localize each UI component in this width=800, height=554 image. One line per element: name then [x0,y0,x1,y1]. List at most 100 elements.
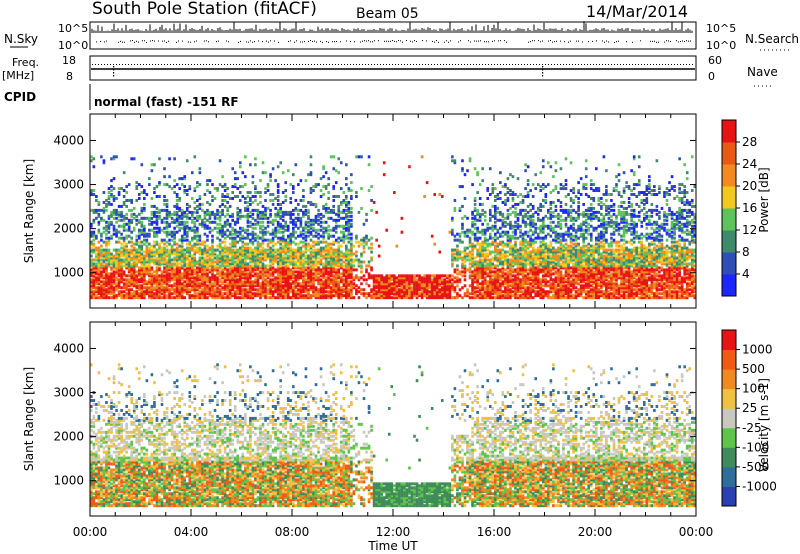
echo-cell [100,274,103,278]
nave-sample [638,64,639,65]
echo-cell [461,270,464,274]
echo-cell [105,292,108,296]
echo-cell [110,256,113,260]
echo-cell [433,242,436,246]
nsearch-sample [686,40,687,42]
echo-cell [226,194,229,198]
echo-cell [112,272,116,276]
echo-cell [112,224,116,228]
echo-cell [165,296,169,300]
echo-cell [342,216,346,220]
echo-cell [178,286,181,290]
echo-cell [90,258,93,262]
echo-cell [180,284,184,288]
nave-sample [608,64,609,65]
echo-cell [188,226,192,230]
nave-sample [341,64,342,65]
echo-cell [143,282,146,286]
echo-cell [461,256,464,260]
echo-cell [100,252,103,256]
echo-cell [102,290,106,294]
echo-cell [168,272,171,276]
echo-cell [150,163,154,167]
echo-cell [127,183,131,187]
echo-cell [322,240,325,244]
echo-cell [201,224,204,228]
echo-cell [251,236,255,240]
echo-cell [105,250,108,254]
echo-cell [360,252,363,256]
echo-cell [158,292,161,296]
nave-sample [362,64,363,65]
echo-cell [218,230,222,234]
echo-cell [183,189,187,193]
echo-cell [211,274,214,278]
echo-cell [125,292,128,296]
nave-sample [206,64,207,65]
echo-cell [107,248,111,252]
echo-cell [196,234,199,238]
echo-cell [122,236,126,240]
echo-cell [188,258,192,262]
echo-cell [339,262,343,266]
echo-cell [173,210,176,214]
echo-cell [107,264,111,268]
echo-cell [122,238,126,242]
echo-cell [148,266,151,270]
nave-sample [356,64,357,65]
nsearch-sample [176,41,177,43]
echo-cell [304,179,308,183]
echo-cell [102,286,106,290]
nave-sample [371,64,372,65]
echo-cell [244,155,247,159]
echo-cell [362,250,366,254]
echo-cell [115,210,118,214]
echo-cell [117,250,121,254]
echo-cell [221,296,224,300]
echo-cell [122,200,126,204]
echo-cell [231,218,234,222]
echo-cell [448,274,452,278]
echo-cell [370,274,373,278]
echo-cell [274,288,277,292]
echo-cell [314,202,318,206]
echo-cell [223,248,227,252]
echo-cell [198,282,202,286]
echo-cell [180,254,184,258]
echo-cell [355,191,358,195]
echo-cell [249,191,252,195]
echo-cell [463,196,467,200]
echo-cell [466,258,469,262]
echo-cell [319,194,323,198]
echo-cell [264,294,267,298]
echo-cell [150,212,154,216]
echo-cell [145,246,149,250]
echo-cell [122,270,126,274]
echo-cell [178,270,181,274]
nsearch-sample [494,40,495,42]
echo-cell [246,292,250,296]
echo-cell [274,179,277,183]
echo-cell [352,268,356,272]
echo-cell [150,256,154,260]
nsearch-sample [450,40,451,42]
nave-sample [350,64,351,65]
echo-cell [127,284,131,288]
echo-cell [223,185,227,189]
nave-sample [296,64,297,65]
echo-cell [342,198,346,202]
echo-cell [218,254,222,258]
echo-cell [196,242,199,246]
echo-cell [188,216,192,220]
echo-cell [206,268,209,272]
nave-sample [551,64,552,65]
echo-cell [150,260,154,264]
echo-cell [110,202,113,206]
echo-cell [244,258,247,262]
nave-sample [164,64,165,65]
echo-cell [130,296,133,300]
echo-cell [254,198,257,202]
echo-cell [137,220,141,224]
echo-cell [90,208,93,212]
echo-cell [246,290,250,294]
